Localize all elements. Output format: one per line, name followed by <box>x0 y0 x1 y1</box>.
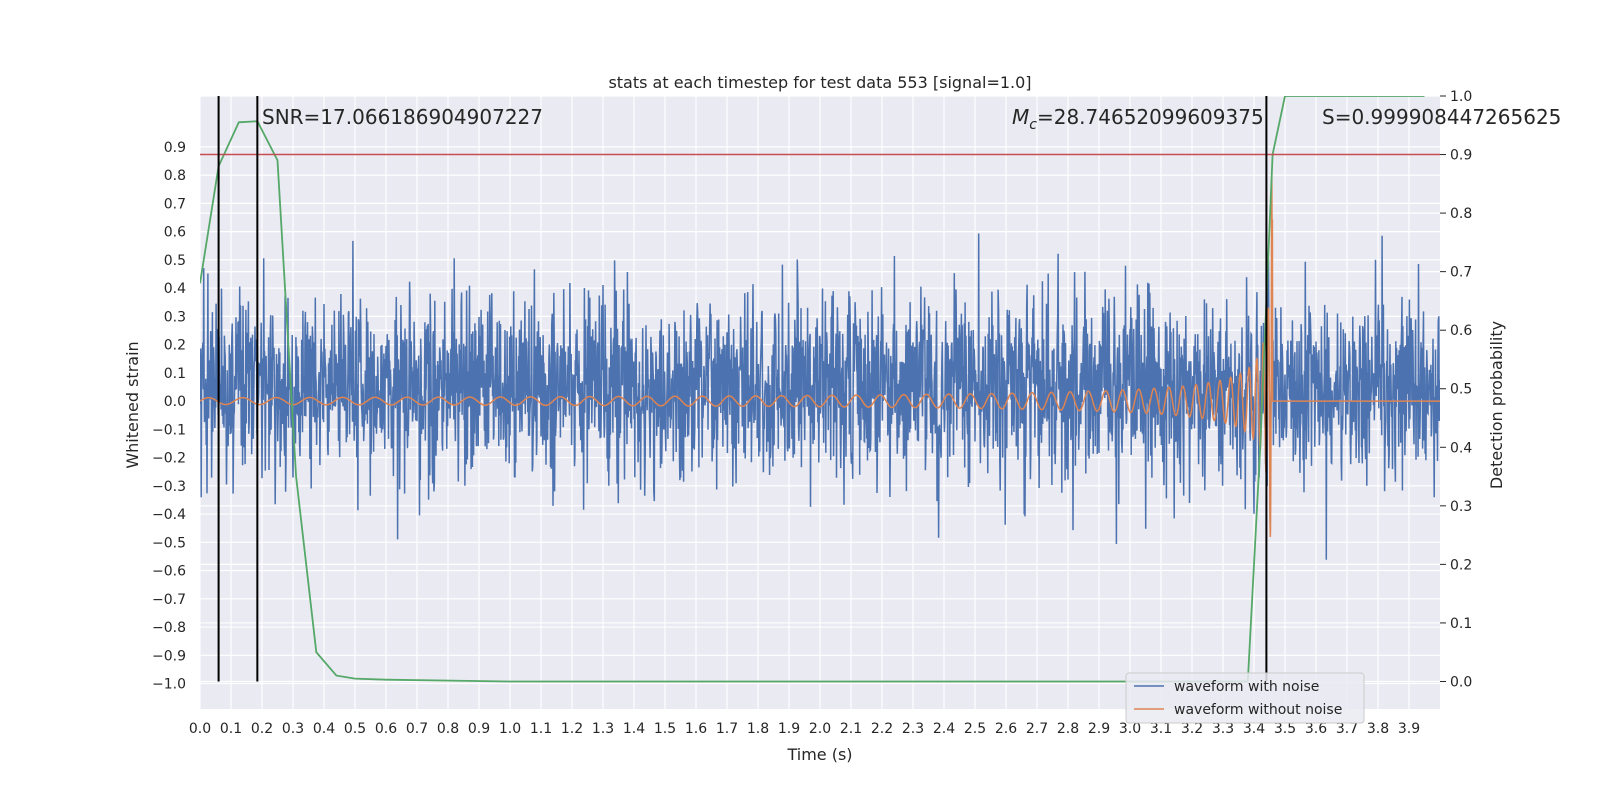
y-tick-label: −0.7 <box>152 592 186 608</box>
y-right-tick-label: 0.4 <box>1450 440 1472 456</box>
x-tick-label: 2.3 <box>902 721 924 737</box>
x-tick-label: 3.9 <box>1398 721 1420 737</box>
y-tick-label: 0.2 <box>164 338 186 354</box>
y-tick-label: 0.3 <box>164 309 186 325</box>
y-tick-label: −0.2 <box>152 451 186 467</box>
y-tick-label: −0.6 <box>152 564 186 580</box>
y-right-tick-label: 1.0 <box>1450 89 1472 105</box>
x-tick-label: 2.0 <box>809 721 831 737</box>
y-tick-labels: 0.9 0.8 0.7 0.6 0.5 0.4 0.3 0.2 0.1 0.0 −0.1 −0.2 −0… <box>152 140 186 693</box>
series-waveform-without-noise <box>200 175 1440 538</box>
x-tick-label: 0.6 <box>375 721 397 737</box>
x-tick-label: 2.5 <box>964 721 986 737</box>
x-tick-label: 2.9 <box>1088 721 1110 737</box>
x-tick-label: 3.7 <box>1336 721 1358 737</box>
x-tick-label: 1.2 <box>561 721 583 737</box>
y-tick-label: −0.5 <box>152 535 186 551</box>
y-right-tick-label: 0.2 <box>1450 557 1472 573</box>
y-tick-label: 0.6 <box>164 225 186 241</box>
x-tick-label: 1.4 <box>623 721 645 737</box>
x-tick-label: 3.1 <box>1150 721 1172 737</box>
x-tick-label: 3.6 <box>1305 721 1327 737</box>
chirp-mass-annotation: Mc=28.74652099609375 <box>1012 105 1264 133</box>
x-tick-label: 2.7 <box>1026 721 1048 737</box>
x-tick-label: 2.6 <box>995 721 1017 737</box>
chart-title: stats at each timestep for test data 553… <box>608 73 1031 92</box>
y-right-tick-label: 0.3 <box>1450 499 1472 515</box>
x-tick-label: 1.6 <box>685 721 707 737</box>
x-tick-label: 0.1 <box>220 721 242 737</box>
y-tick-label: −0.3 <box>152 479 186 495</box>
y-right-tick-label: 0.0 <box>1450 674 1472 690</box>
x-tick-label: 3.3 <box>1212 721 1234 737</box>
x-axis-label: Time (s) <box>786 745 852 764</box>
x-tick-label: 0.9 <box>468 721 490 737</box>
x-tick-label: 0.3 <box>282 721 304 737</box>
x-tick-label: 1.1 <box>530 721 552 737</box>
y-right-tick-label: 0.7 <box>1450 265 1472 281</box>
series-detection-probability <box>200 96 1425 683</box>
x-tick-label: 2.4 <box>933 721 955 737</box>
legend-box <box>1125 672 1365 724</box>
x-tick-labels: 0.0 0.1 0.2 0.3 0.4 0.5 0.6 0.7 0.8 0.9 1.0 1.1 1.2 1… <box>189 721 1420 737</box>
x-tick-label: 1.3 <box>592 721 614 737</box>
y-tick-label: 0.5 <box>164 253 186 269</box>
x-tick-label: 2.8 <box>1057 721 1079 737</box>
y-right-axis-label: Detection probability <box>1487 321 1506 489</box>
x-tick-label: 0.4 <box>313 721 335 737</box>
x-tick-label: 3.5 <box>1274 721 1296 737</box>
x-tick-label: 2.1 <box>840 721 862 737</box>
x-tick-label: 0.7 <box>406 721 428 737</box>
y-tick-label: 0.4 <box>164 281 186 297</box>
x-tick-label: 0.8 <box>437 721 459 737</box>
legend: waveform with noise waveform without noi… <box>1125 672 1365 724</box>
x-tick-label: 1.0 <box>499 721 521 737</box>
y-axis-label: Whitened strain <box>123 341 142 468</box>
y-tick-label: 0.0 <box>164 394 186 410</box>
y-tick-label: 0.9 <box>164 140 186 156</box>
vertical-markers <box>217 96 1268 682</box>
x-tick-label: 3.8 <box>1367 721 1389 737</box>
x-tick-label: 1.5 <box>654 721 676 737</box>
x-tick-label: 3.0 <box>1119 721 1141 737</box>
snr-annotation: SNR=17.066186904907227 <box>262 105 543 129</box>
y-tick-label: −1.0 <box>152 677 186 693</box>
x-tick-label: 1.8 <box>747 721 769 737</box>
legend-label-clean: waveform without noise <box>1174 702 1342 718</box>
y-right-tick-label: 0.9 <box>1450 148 1472 164</box>
y-tick-label: 0.7 <box>164 196 186 212</box>
x-tick-label: 0.0 <box>189 721 211 737</box>
y-right-tick-labels: 1.0 0.9 0.8 0.7 0.6 0.5 0.4 0.3 0.2 0.1 0.0 <box>1440 89 1472 690</box>
legend-label-noisy: waveform with noise <box>1174 679 1319 695</box>
y-right-tick-label: 0.1 <box>1450 616 1472 632</box>
x-tick-label: 2.2 <box>871 721 893 737</box>
y-tick-label: −0.1 <box>152 422 186 438</box>
y-tick-label: −0.9 <box>152 648 186 664</box>
x-tick-label: 0.2 <box>251 721 273 737</box>
y-right-tick-label: 0.6 <box>1450 323 1472 339</box>
x-tick-label: 1.9 <box>778 721 800 737</box>
s-annotation: S=0.999908447265625 <box>1322 105 1561 129</box>
y-right-tick-label: 0.8 <box>1450 206 1472 222</box>
y-tick-label: 0.8 <box>164 168 186 184</box>
x-tick-label: 3.2 <box>1181 721 1203 737</box>
y-tick-label: 0.1 <box>164 366 186 382</box>
y-tick-label: −0.4 <box>152 507 186 523</box>
y-right-tick-label: 0.5 <box>1450 382 1472 398</box>
x-tick-label: 3.4 <box>1243 721 1265 737</box>
x-tick-label: 0.5 <box>344 721 366 737</box>
x-tick-label: 1.7 <box>716 721 738 737</box>
series-waveform-with-noise <box>200 233 1440 560</box>
y-tick-label: −0.8 <box>152 620 186 636</box>
